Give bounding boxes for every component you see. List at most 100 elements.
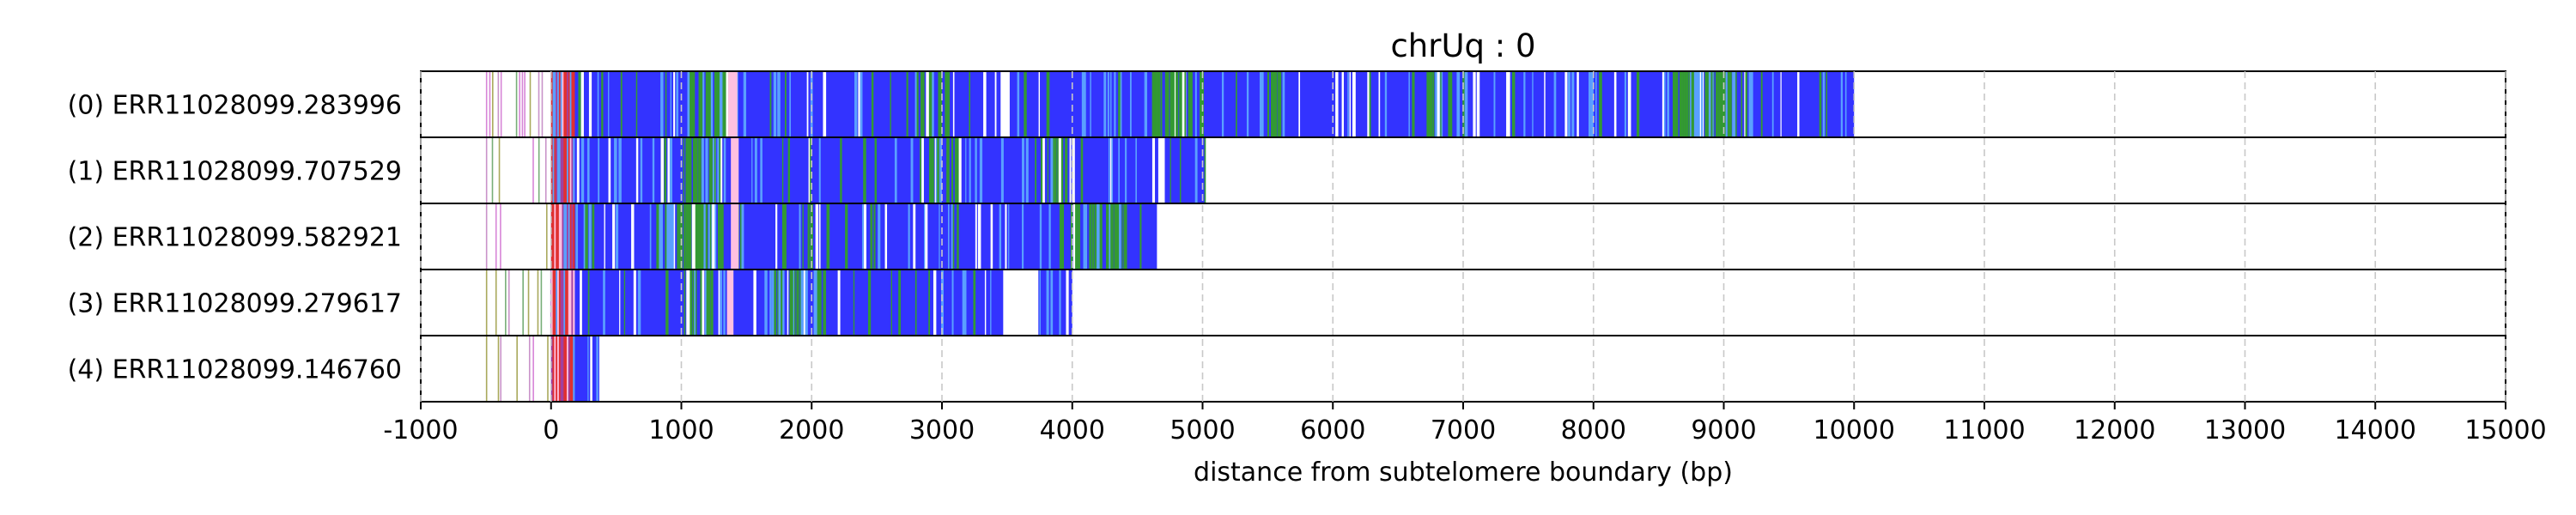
read-stripe — [1118, 71, 1121, 137]
read-stripe — [807, 203, 810, 270]
read-stripe — [690, 137, 692, 203]
read-stripe — [793, 270, 796, 336]
read-stripe — [947, 71, 951, 137]
read-stripe — [562, 137, 564, 203]
read-stripe — [751, 137, 753, 203]
read-stripe — [690, 71, 694, 137]
read-stripe — [1613, 71, 1617, 137]
read-stripe — [965, 137, 967, 203]
read-stripe — [782, 270, 785, 336]
read-stripe — [660, 71, 664, 137]
read-stripe — [1072, 137, 1075, 203]
read-stripe — [1081, 71, 1085, 137]
read-row — [420, 70, 2506, 138]
x-tick-label: 7000 — [1431, 415, 1496, 445]
read-stripe — [702, 137, 704, 203]
read-stripe — [1432, 71, 1435, 137]
read-stripe — [1448, 71, 1453, 137]
read-stripe — [1571, 71, 1575, 137]
read-stripe — [990, 270, 992, 336]
read-stripe — [566, 71, 569, 137]
read-stripe — [1456, 71, 1461, 137]
read-stripe — [951, 270, 954, 336]
read-stripe — [538, 71, 540, 137]
read-label: (3) ERR11028099.279617 — [68, 289, 402, 319]
read-stripe — [823, 270, 827, 336]
read-stripe — [623, 270, 626, 336]
read-stripe — [1160, 71, 1163, 137]
read-stripe — [793, 270, 796, 336]
read-band — [731, 137, 739, 203]
read-gap — [1003, 270, 1039, 336]
read-stripe — [683, 137, 684, 203]
read-row — [420, 203, 2506, 270]
read-stripe — [1059, 203, 1064, 270]
read-stripe — [1590, 71, 1594, 137]
read-stripe — [1083, 203, 1088, 270]
read-stripe — [671, 203, 675, 270]
read-stripe — [1139, 203, 1142, 270]
read-stripe — [576, 137, 580, 203]
read-stripe — [1053, 137, 1054, 203]
x-tick-label: 15000 — [2464, 415, 2546, 445]
read-stripe — [1532, 71, 1534, 137]
read-stripe — [787, 270, 789, 336]
read-stripe — [695, 203, 699, 270]
read-stripe — [815, 203, 819, 270]
read-stripe — [1378, 71, 1381, 137]
read-stripe — [587, 336, 589, 402]
read-stripe — [547, 336, 549, 402]
read-stripe — [571, 336, 574, 402]
read-stripe — [1826, 71, 1828, 137]
read-gap — [863, 203, 866, 270]
read-stripe — [796, 270, 799, 336]
read-stripe — [1090, 71, 1091, 137]
read-stripe — [775, 203, 778, 270]
read-stripe — [558, 270, 562, 336]
read-stripe — [845, 203, 848, 270]
read-stripe — [819, 203, 821, 270]
read-stripe — [1335, 71, 1339, 137]
read-stripe — [552, 270, 555, 336]
read-stripe — [571, 137, 574, 203]
read-stripe — [1349, 71, 1352, 137]
read-stripe — [1153, 71, 1155, 137]
read-stripe — [743, 71, 747, 137]
read-stripe — [1058, 137, 1063, 203]
read-stripe — [552, 203, 555, 270]
read-stripe — [1725, 71, 1728, 137]
read-stripe — [920, 137, 921, 203]
read-stripe — [1059, 270, 1061, 336]
read-stripe — [1075, 203, 1079, 270]
read-stripe — [726, 71, 730, 137]
read-stripe — [1024, 71, 1027, 137]
read-stripe — [1277, 71, 1282, 137]
read-stripe — [924, 203, 926, 270]
read-stripe — [568, 203, 570, 270]
read-band — [728, 71, 738, 137]
read-stripe — [939, 137, 942, 203]
read-stripe — [563, 270, 566, 336]
read-stripe — [854, 71, 858, 137]
read-stripe — [873, 203, 876, 270]
read-stripe — [1685, 71, 1689, 137]
read-stripe — [1435, 71, 1438, 137]
read-stripe — [1341, 71, 1345, 137]
read-stripe — [723, 137, 726, 203]
read-stripe — [826, 203, 830, 270]
read-stripe — [659, 203, 663, 270]
read-stripe — [916, 71, 919, 137]
read-stripe — [1712, 71, 1714, 137]
read-stripe — [700, 203, 705, 270]
read-stripe — [562, 336, 564, 402]
x-tick-label: 4000 — [1040, 415, 1105, 445]
read-stripe — [563, 336, 566, 402]
read-stripe — [928, 270, 931, 336]
read-stripe — [550, 137, 553, 203]
read-stripe — [1683, 71, 1687, 137]
read-stripe — [1569, 71, 1571, 137]
read-stripe — [569, 203, 572, 270]
read-stripe — [532, 336, 534, 402]
read-stripe — [1624, 71, 1626, 137]
read-stripe — [781, 270, 784, 336]
